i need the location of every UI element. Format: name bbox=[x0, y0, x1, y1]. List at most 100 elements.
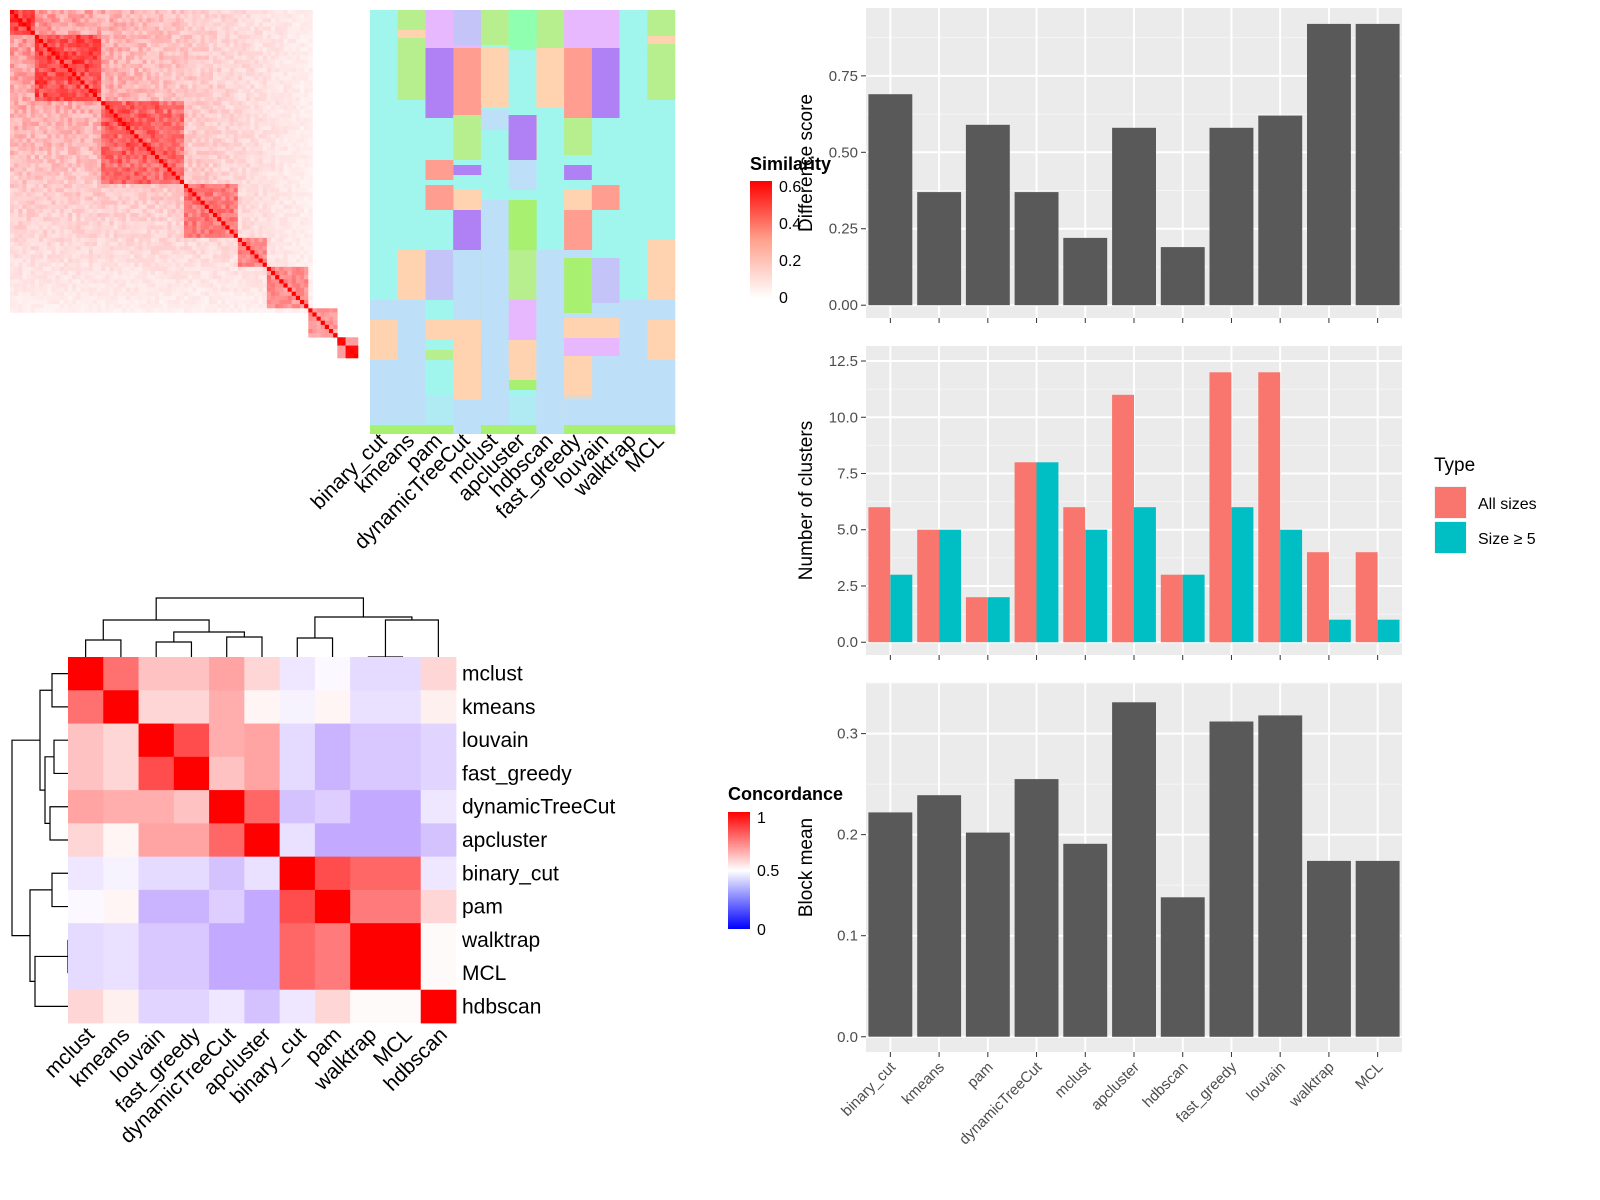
similarity-cell bbox=[233, 55, 239, 61]
similarity-cell bbox=[271, 130, 276, 135]
similarity-cell bbox=[117, 155, 123, 160]
similarity-cell bbox=[14, 283, 19, 288]
similarity-cell bbox=[159, 126, 164, 131]
similarity-cell bbox=[192, 97, 197, 102]
similarity-cell bbox=[271, 76, 276, 81]
similarity-cell bbox=[308, 258, 313, 264]
similarity-cell bbox=[43, 167, 48, 172]
similarity-cell bbox=[300, 179, 305, 185]
similarity-cell bbox=[138, 192, 143, 197]
similarity-cell bbox=[254, 184, 259, 189]
similarity-cell bbox=[184, 242, 189, 247]
similarity-cell bbox=[275, 175, 280, 181]
similarity-cell bbox=[10, 196, 15, 201]
similarity-cell bbox=[213, 167, 218, 172]
similarity-cell bbox=[68, 155, 73, 160]
similarity-cell bbox=[72, 163, 77, 168]
similarity-cell bbox=[250, 26, 255, 32]
similarity-cell bbox=[76, 134, 81, 139]
similarity-cell bbox=[88, 258, 94, 264]
similarity-cell bbox=[68, 167, 73, 172]
similarity-cell bbox=[192, 55, 197, 61]
similarity-cell bbox=[88, 105, 94, 110]
similarity-cell bbox=[88, 242, 94, 247]
similarity-cell bbox=[88, 204, 94, 210]
similarity-cell bbox=[51, 14, 56, 19]
similarity-cell bbox=[138, 229, 143, 235]
similarity-cell bbox=[308, 14, 313, 19]
similarity-cell bbox=[59, 283, 65, 288]
similarity-cell bbox=[237, 34, 243, 40]
similarity-cell bbox=[275, 55, 280, 61]
similarity-cell bbox=[80, 63, 85, 69]
similarity-cell bbox=[233, 225, 239, 230]
similarity-cell bbox=[59, 68, 65, 73]
similarity-cell bbox=[150, 142, 156, 148]
similarity-cell bbox=[30, 34, 36, 40]
similarity-cell bbox=[163, 63, 168, 69]
similarity-cell bbox=[200, 68, 206, 73]
similarity-cell bbox=[208, 204, 214, 210]
similarity-cell bbox=[159, 254, 164, 259]
similarity-cell bbox=[18, 262, 23, 268]
similarity-cell bbox=[146, 72, 152, 77]
similarity-cell bbox=[101, 51, 106, 56]
similarity-cell bbox=[291, 126, 297, 131]
similarity-cell bbox=[258, 262, 264, 268]
similarity-cell bbox=[246, 254, 251, 259]
similarity-cell bbox=[130, 142, 135, 148]
similarity-cell bbox=[213, 159, 218, 164]
similarity-cell bbox=[30, 242, 36, 247]
similarity-cell bbox=[287, 287, 293, 293]
similarity-cell bbox=[295, 213, 301, 218]
similarity-cell bbox=[225, 51, 230, 56]
similarity-cell bbox=[30, 271, 36, 276]
similarity-cell bbox=[204, 97, 210, 102]
similarity-cell bbox=[279, 262, 284, 268]
similarity-cell bbox=[213, 14, 218, 19]
similarity-cell bbox=[130, 242, 135, 247]
similarity-cell bbox=[200, 266, 206, 272]
similarity-cell bbox=[113, 196, 119, 201]
similarity-cell bbox=[59, 88, 65, 94]
similarity-cell bbox=[184, 167, 189, 172]
similarity-cell bbox=[258, 117, 264, 123]
similarity-cell bbox=[279, 155, 284, 160]
similarity-cell bbox=[92, 150, 98, 156]
similarity-cell bbox=[159, 22, 164, 27]
similarity-cell bbox=[204, 155, 210, 160]
similarity-cell bbox=[221, 97, 226, 102]
similarity-cell bbox=[130, 39, 135, 44]
similarity-cell bbox=[39, 271, 44, 276]
similarity-cell bbox=[92, 59, 98, 65]
similarity-cell bbox=[76, 287, 81, 293]
similarity-cell bbox=[47, 47, 52, 52]
similarity-cell bbox=[55, 146, 61, 152]
similarity-cell bbox=[109, 80, 114, 85]
similarity-cell bbox=[22, 266, 27, 272]
similarity-cell bbox=[138, 72, 143, 77]
similarity-cell bbox=[47, 72, 52, 77]
similarity-cell bbox=[179, 271, 185, 276]
similarity-cell bbox=[192, 59, 197, 65]
similarity-cell bbox=[97, 246, 102, 251]
similarity-cell bbox=[291, 233, 297, 239]
similarity-cell bbox=[291, 254, 297, 259]
similarity-cell bbox=[80, 76, 85, 81]
similarity-cell bbox=[159, 150, 164, 156]
similarity-cell bbox=[84, 175, 90, 181]
similarity-cell bbox=[254, 97, 259, 102]
similarity-cell bbox=[130, 213, 135, 218]
similarity-cell bbox=[300, 283, 305, 288]
similarity-cell bbox=[184, 155, 189, 160]
similarity-cell bbox=[30, 155, 36, 160]
similarity-cell bbox=[175, 254, 181, 259]
similarity-cell bbox=[34, 130, 40, 135]
similarity-cell bbox=[233, 63, 239, 69]
similarity-cell bbox=[196, 233, 201, 239]
similarity-cell bbox=[291, 130, 297, 135]
similarity-cell bbox=[200, 179, 206, 185]
similarity-cell bbox=[30, 188, 36, 193]
similarity-cell bbox=[229, 126, 235, 131]
similarity-cell bbox=[279, 287, 284, 293]
